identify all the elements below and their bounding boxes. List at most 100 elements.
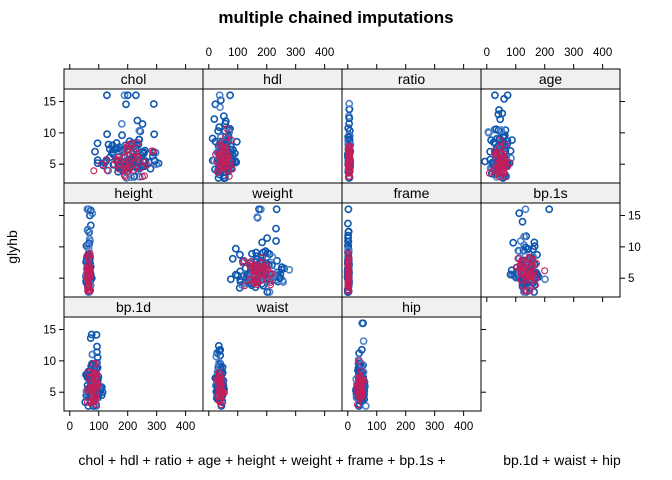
point-imputed [129,147,138,155]
point-imputed [262,264,270,272]
point-observed [139,149,148,158]
point-observed [263,234,271,242]
strip-label: weight [251,185,293,201]
x-tick-label: 300 [286,47,305,59]
point-observed [344,237,353,246]
point-observed [210,115,219,123]
y-tick-label: 5 [628,273,634,285]
strip-label: ratio [398,71,425,87]
point-imputed [225,157,233,165]
point-imputed [115,165,123,173]
point-observed [131,91,140,100]
y-tick-label: 15 [43,97,56,109]
point-imputed [87,399,95,407]
point-imputed [86,368,94,376]
point-imputed [528,258,536,266]
point-imputed [215,368,223,376]
point-imputed [345,143,353,151]
point-imputed [496,143,504,151]
point-imputed [84,260,93,268]
points [343,99,355,182]
point-observed [506,270,515,279]
point-observed [84,225,92,234]
points [211,341,228,410]
point-imputed [501,141,509,149]
point-imputed [103,166,111,174]
point-observed [86,211,94,220]
point-imputed [253,274,261,282]
strip-label: frame [394,185,430,201]
point-imputed [112,156,120,164]
point-imputed [523,287,531,295]
point-imputed [138,173,146,181]
point-observed [93,156,102,165]
x-tick-label: 400 [176,421,195,433]
point-imputed [526,287,534,295]
point-imputed [353,401,362,409]
point-imputed [344,287,352,295]
point-imputed [219,397,227,405]
point-imputed [216,390,224,398]
point-imputed [498,150,506,158]
point-imputed [259,253,267,261]
point-imputed [216,160,224,168]
point-observed [123,91,132,100]
point-observed [253,213,262,221]
point-observed [226,91,234,100]
point-observed [255,205,263,214]
point-observed [490,91,499,100]
point-imputed [357,395,365,403]
point-observed [93,159,102,167]
point-observed [93,342,101,351]
point-imputed [491,150,499,158]
x-tick-label: 100 [89,421,108,433]
points [343,205,353,296]
x-tick-label: 300 [147,421,166,433]
point-observed [103,91,111,100]
point-imputed [92,373,100,381]
point-observed [120,91,129,100]
x-tick-label: 300 [564,47,583,59]
point-observed [87,330,96,339]
point-imputed [121,161,129,169]
point-observed [118,131,126,140]
point-imputed [84,263,92,271]
point-observed [214,341,223,350]
point-observed [103,130,111,139]
point-imputed [102,156,110,164]
point-observed [492,125,500,134]
point-imputed [223,166,231,174]
point-imputed [541,267,549,275]
point-observed [91,147,99,156]
point-imputed [246,262,254,270]
points [226,205,294,296]
point-imputed [525,273,533,281]
point-observed [345,114,354,123]
point-imputed [526,272,534,280]
point-observed [272,205,281,214]
point-imputed [498,163,506,171]
point-imputed [266,281,275,289]
point-imputed [221,133,230,141]
point-observed [344,124,353,133]
x-tick-label: 200 [396,421,415,433]
strip-label: bp.1d [116,299,151,315]
point-imputed [216,386,224,394]
point-observed [285,265,294,274]
point-imputed [130,166,138,174]
panel-hdl: hdl 0 100 200 300 400 [202,47,343,184]
x-tick-label: 200 [118,421,137,433]
point-observed [518,217,527,226]
point-observed [344,205,353,214]
strip-label: chol [121,71,147,87]
x-tick-label: 300 [425,421,444,433]
point-imputed [94,380,102,389]
point-imputed [227,136,235,144]
point-observed [273,256,281,265]
point-observed [354,402,363,410]
point-observed [150,130,159,139]
point-observed [221,119,230,128]
points [90,91,163,182]
point-imputed [215,396,224,404]
point-imputed [92,371,100,379]
